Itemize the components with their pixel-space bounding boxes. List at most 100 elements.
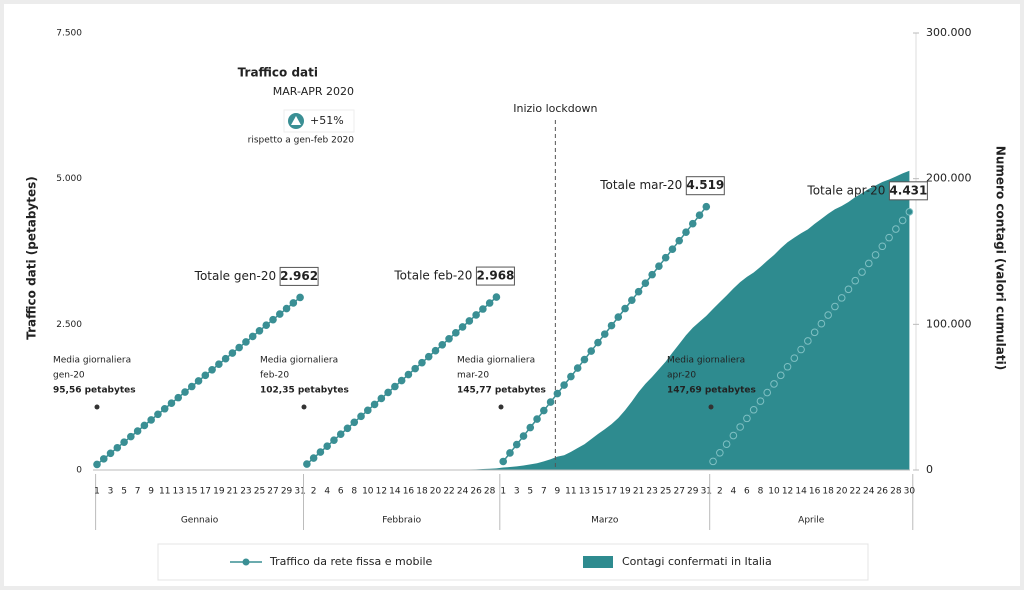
average-text: 95,56 petabytes	[53, 386, 136, 396]
marker	[553, 389, 562, 398]
y-tick-label: 5.000	[56, 174, 82, 184]
marker	[797, 345, 805, 354]
marker	[892, 225, 900, 233]
marker	[167, 399, 176, 407]
marker	[485, 299, 494, 307]
x-tick-label: 26	[877, 487, 889, 497]
average-text: gen-20	[53, 371, 85, 381]
x-tick-label: 18	[822, 487, 834, 497]
x-tick-label: 31	[294, 487, 305, 497]
marker	[174, 393, 183, 402]
marker	[194, 377, 203, 385]
average-icon	[94, 404, 100, 410]
month-label: Marzo	[591, 516, 619, 526]
x-tick-label: 21	[633, 487, 644, 497]
x-tick-label: 11	[159, 487, 170, 497]
x-tick-label: 2	[311, 487, 317, 497]
x-tick-label: 3	[514, 487, 520, 497]
x-tick-label: 25	[660, 487, 671, 497]
x-tick-label: 27	[673, 487, 684, 497]
marker	[851, 276, 860, 285]
inset-title: Traffico dati	[238, 66, 318, 80]
marker	[391, 382, 399, 391]
marker	[655, 262, 663, 270]
marker	[756, 397, 765, 405]
marker	[445, 334, 453, 343]
marker	[357, 412, 365, 421]
total-label: Totale feb-20	[393, 269, 472, 283]
legend-marker	[242, 558, 250, 566]
marker	[763, 388, 772, 397]
marker	[411, 364, 419, 373]
average-icon	[301, 404, 307, 410]
x-tick-label: 25	[254, 487, 265, 497]
marker	[154, 410, 162, 419]
total-box	[475, 266, 515, 286]
x-tick-label: 18	[416, 487, 428, 497]
marker	[607, 321, 616, 330]
marker	[370, 400, 379, 409]
y2-tick-label: 200.000	[926, 172, 972, 185]
month-label: Gennaio	[181, 516, 219, 526]
marker	[621, 304, 629, 313]
marker	[181, 388, 189, 396]
x-tick-label: 22	[850, 487, 861, 497]
marker	[560, 381, 568, 389]
y-tick-label: 0	[76, 466, 82, 476]
inset-note: rispetto a gen-feb 2020	[248, 136, 355, 146]
marker	[133, 427, 142, 435]
marker	[438, 340, 447, 349]
y2-tick-label: 100.000	[926, 317, 972, 330]
x-tick-label: 23	[646, 487, 657, 497]
x-tick-label: 19	[213, 487, 225, 497]
marker	[641, 279, 650, 287]
marker	[716, 449, 724, 457]
x-tick-label: 29	[687, 487, 699, 497]
marker	[871, 251, 880, 259]
marker	[898, 216, 907, 225]
total-label: Totale apr-20	[806, 183, 885, 197]
x-tick-label: 26	[470, 487, 482, 497]
total-value: 2.968	[476, 269, 514, 283]
x-tick-label: 1	[94, 487, 100, 497]
inset-subtitle: MAR-APR 2020	[273, 85, 354, 98]
legend-swatch	[583, 556, 613, 568]
marker	[790, 354, 799, 362]
average-text: apr-20	[667, 371, 696, 381]
marker	[580, 355, 589, 364]
x-tick-label: 23	[240, 487, 251, 497]
marker	[783, 362, 792, 371]
marker	[343, 424, 352, 433]
x-tick-label: 15	[186, 487, 197, 497]
x-tick-label: 13	[579, 487, 590, 497]
marker	[235, 343, 243, 352]
x-tick-label: 7	[541, 487, 547, 497]
marker	[817, 319, 826, 328]
x-tick-label: 6	[744, 487, 750, 497]
marker	[465, 317, 474, 325]
marker	[600, 330, 609, 338]
marker	[262, 321, 271, 330]
marker	[127, 432, 135, 441]
x-tick-label: 10	[768, 487, 780, 497]
y2-tick-label: 0	[926, 463, 933, 476]
marker	[275, 310, 284, 318]
x-tick-label: 8	[758, 487, 764, 497]
y-axis-title: Traffico dati (petabytes)	[25, 176, 39, 339]
total-value: 2.962	[280, 269, 318, 283]
marker	[675, 236, 684, 245]
average-text: mar-20	[457, 371, 489, 381]
marker	[709, 457, 717, 466]
marker	[289, 299, 298, 307]
average-text: 145,77 petabytes	[457, 386, 546, 396]
marker	[458, 323, 467, 331]
marker	[350, 418, 359, 427]
average-text: feb-20	[260, 371, 289, 381]
marker	[364, 406, 372, 415]
marker	[770, 380, 778, 388]
marker	[208, 365, 216, 374]
marker	[418, 358, 426, 367]
marker	[824, 311, 832, 319]
x-tick-label: 29	[281, 487, 293, 497]
